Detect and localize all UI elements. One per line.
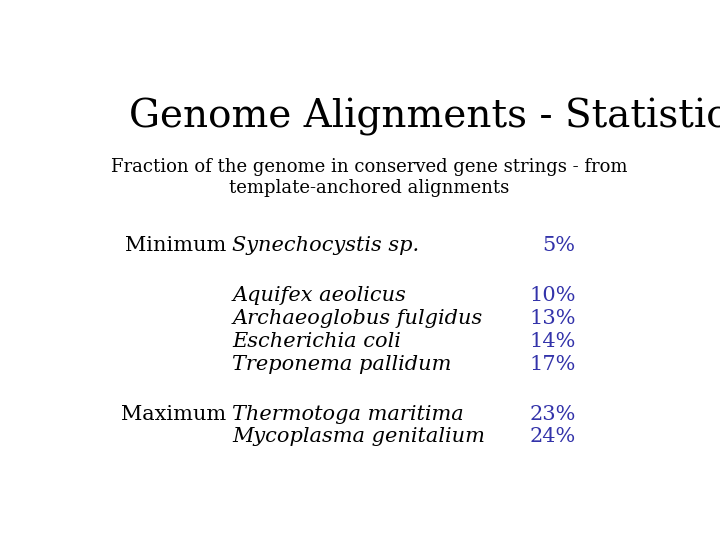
Text: Minimum: Minimum	[125, 236, 227, 255]
Text: Fraction of the genome in conserved gene strings - from
template-anchored alignm: Fraction of the genome in conserved gene…	[111, 158, 627, 197]
Text: 24%: 24%	[529, 428, 575, 447]
Text: Aquifex aeolicus: Aquifex aeolicus	[233, 286, 406, 305]
Text: 17%: 17%	[529, 355, 575, 374]
Text: Thermotoga maritima: Thermotoga maritima	[233, 404, 464, 423]
Text: 13%: 13%	[529, 309, 575, 328]
Text: Synechocystis sp.: Synechocystis sp.	[233, 236, 420, 255]
Text: Archaeoglobus fulgidus: Archaeoglobus fulgidus	[233, 309, 482, 328]
Text: 5%: 5%	[542, 236, 575, 255]
Text: Mycoplasma genitalium: Mycoplasma genitalium	[233, 428, 485, 447]
Text: Genome Alignments - Statistics: Genome Alignments - Statistics	[129, 98, 720, 136]
Text: Escherichia coli: Escherichia coli	[233, 332, 401, 351]
Text: 10%: 10%	[529, 286, 575, 305]
Text: Treponema pallidum: Treponema pallidum	[233, 355, 451, 374]
Text: Maximum: Maximum	[122, 404, 227, 423]
Text: 23%: 23%	[529, 404, 575, 423]
Text: 14%: 14%	[529, 332, 575, 351]
